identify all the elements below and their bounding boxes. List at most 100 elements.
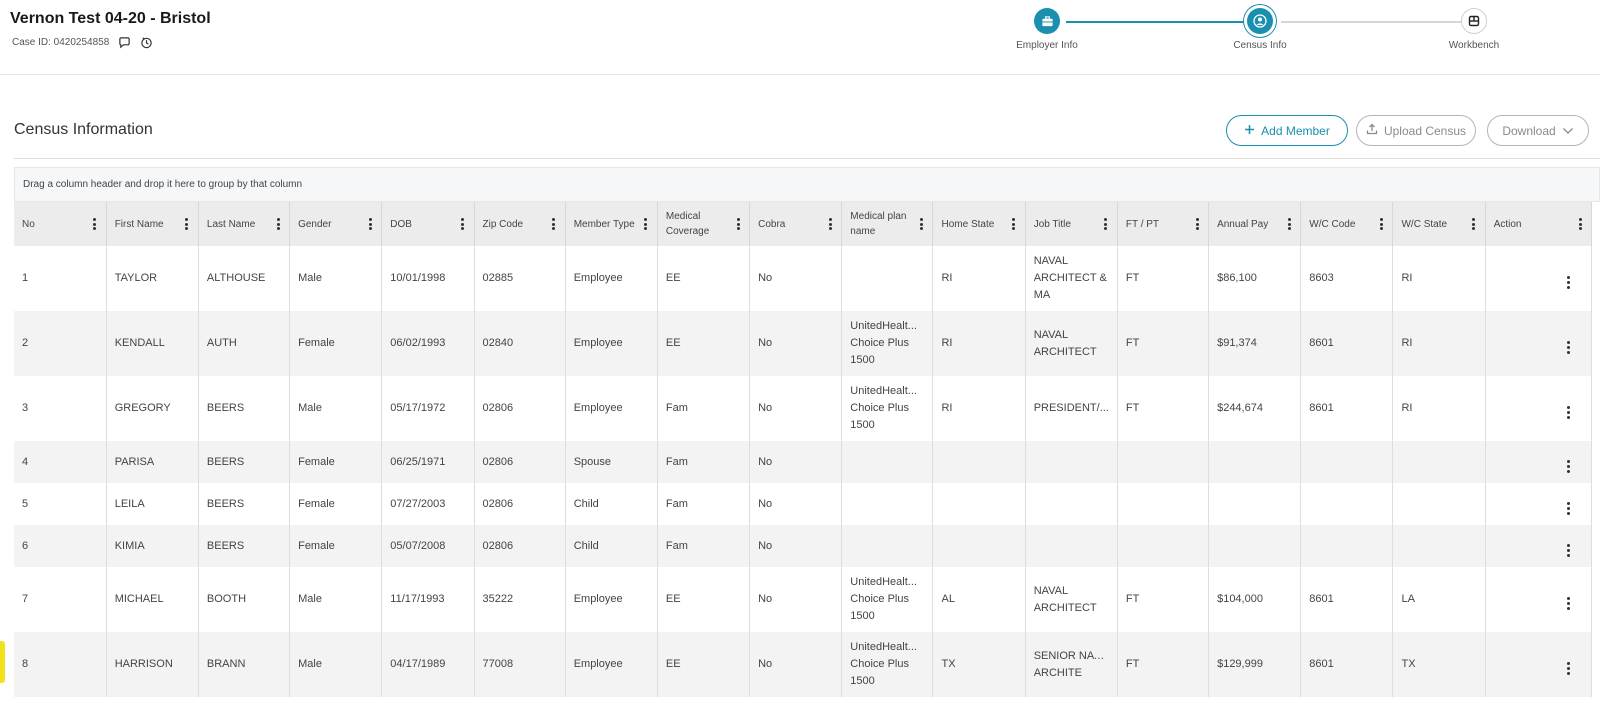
column-header-member-type[interactable]: Member Type [565, 202, 658, 246]
step-workbench[interactable]: Workbench [1424, 8, 1524, 51]
column-menu-icon[interactable] [918, 217, 924, 231]
column-menu-icon[interactable] [1577, 217, 1583, 231]
column-menu-icon[interactable] [1103, 217, 1109, 231]
cell-medical-coverage: Fam [657, 441, 751, 483]
cell-medical-plan-name-line: 1500 [850, 675, 875, 687]
row-actions-kebab-icon[interactable] [1566, 662, 1570, 675]
column-menu-icon[interactable] [1378, 217, 1384, 231]
cell-annual-pay: $104,000 [1208, 567, 1302, 632]
row-actions-kebab-icon[interactable] [1566, 597, 1570, 610]
cell-last-name: ALTHOUSE [198, 246, 291, 311]
cell-job-title-line: ARCHITECT [1033, 601, 1097, 614]
cell-job-title-line: NAVAL [1033, 584, 1069, 597]
column-menu-icon[interactable] [735, 217, 741, 231]
cell-wc-state: RI [1392, 311, 1486, 376]
column-menu-icon[interactable] [1194, 217, 1200, 231]
table-row[interactable]: 2 KENDALL AUTH Female 06/02/1993 02840 Employe… [14, 311, 1593, 376]
column-header-home-state[interactable]: Home State [932, 202, 1026, 246]
cell-job-title: PRESIDENT/... [1025, 376, 1118, 441]
cell-medical-plan-name-line: Choice Plus [850, 658, 909, 670]
table-row[interactable]: 8 HARRISON BRANN Male 04/17/1989 77008 Employe… [14, 632, 1593, 697]
table-row[interactable]: 6 KIMIA BEERS Female 05/07/2008 02806 Child Fam… [14, 525, 1593, 567]
column-header-label: Cobra [758, 218, 786, 230]
column-header-wc-state[interactable]: W/C State [1392, 202, 1486, 246]
add-member-label: Add Member [1261, 123, 1330, 138]
comment-icon[interactable] [117, 35, 131, 49]
column-menu-icon[interactable] [551, 217, 557, 231]
cell-last-name: BEERS [198, 441, 291, 483]
column-header-last-name[interactable]: Last Name [198, 202, 291, 246]
column-header-label: Job Title [1033, 218, 1071, 230]
step-employer-info[interactable]: Employer Info [997, 8, 1097, 51]
column-menu-icon[interactable] [184, 217, 190, 231]
column-header-ft-pt[interactable]: FT / PT [1117, 202, 1210, 246]
row-actions-kebab-icon[interactable] [1566, 543, 1570, 557]
table-row[interactable]: 7 MICHAEL BOOTH Male 11/17/1993 35222 Employee… [14, 567, 1593, 632]
column-header-wc-code[interactable]: W/C Code [1300, 202, 1394, 246]
cell-medical-plan-name [841, 483, 934, 525]
cell-medical-plan-name-line: 1500 [850, 354, 875, 366]
history-icon[interactable] [139, 35, 153, 49]
column-header-dob[interactable]: DOB [381, 202, 475, 246]
cell-action [1485, 246, 1593, 311]
column-menu-icon[interactable] [643, 217, 649, 231]
table-row[interactable]: 1 TAYLOR ALTHOUSE Male 10/01/1998 02885 Employ… [14, 246, 1593, 311]
column-menu-icon[interactable] [1286, 217, 1292, 231]
column-header-label: Medical plan name [850, 211, 907, 237]
cell-home-state [932, 483, 1026, 525]
row-actions-kebab-icon[interactable] [1566, 406, 1570, 419]
row-actions-kebab-icon[interactable] [1566, 459, 1570, 473]
column-header-zip-code[interactable]: Zip Code [474, 202, 566, 246]
step-label: Employer Info [1016, 40, 1078, 51]
column-header-job-title[interactable]: Job Title [1025, 202, 1118, 246]
column-header-gender[interactable]: Gender [289, 202, 383, 246]
column-menu-icon[interactable] [1011, 217, 1017, 231]
column-menu-icon[interactable] [460, 217, 466, 231]
cell-last-name: AUTH [198, 311, 291, 376]
cell-job-title-line: MA [1033, 289, 1051, 301]
cell-dob: 05/17/1972 [381, 376, 475, 441]
column-menu-icon[interactable] [367, 217, 373, 231]
cell-action [1485, 483, 1593, 525]
cell-cobra: No [749, 311, 843, 376]
column-header-no[interactable]: No [14, 202, 107, 246]
feedback-tab[interactable] [0, 641, 5, 683]
cell-no: 3 [14, 376, 107, 441]
column-header-cobra[interactable]: Cobra [749, 202, 843, 246]
cell-wc-state [1392, 441, 1486, 483]
census-grid: No First Name Last Name Gender DOB Zip C… [14, 202, 1593, 697]
column-header-medical-plan-name[interactable]: Medical plan name [841, 202, 934, 246]
table-row[interactable]: 4 PARISA BEERS Female 06/25/1971 02806 Spouse F… [14, 441, 1593, 483]
column-header-first-name[interactable]: First Name [106, 202, 199, 246]
upload-census-button[interactable]: Upload Census [1356, 115, 1476, 146]
column-menu-icon[interactable] [827, 217, 833, 231]
cell-zip-code: 02885 [474, 246, 566, 311]
row-actions-kebab-icon[interactable] [1566, 276, 1570, 289]
column-header-action[interactable]: Action [1485, 202, 1593, 246]
download-dropdown-button[interactable]: Download [1487, 115, 1589, 146]
row-actions-kebab-icon[interactable] [1566, 341, 1570, 354]
table-row[interactable]: 5 LEILA BEERS Female 07/27/2003 02806 Child Fam… [14, 483, 1593, 525]
cell-wc-code [1300, 483, 1394, 525]
workbench-icon [1461, 8, 1487, 34]
cell-job-title-line: NAVAL [1033, 255, 1069, 267]
add-member-button[interactable]: Add Member [1226, 115, 1348, 146]
cell-first-name: KENDALL [106, 311, 199, 376]
cell-action [1485, 632, 1593, 697]
column-header-medical-coverage[interactable]: Medical Coverage [657, 202, 751, 246]
table-row[interactable]: 3 GREGORY BEERS Male 05/17/1972 02806 Employee… [14, 376, 1593, 441]
cell-job-title-line: ARCHITECT & [1033, 272, 1107, 284]
column-header-label: Medical Coverage [665, 211, 710, 237]
group-by-drop-zone[interactable]: Drag a column header and drop it here to… [14, 167, 1600, 202]
column-header-annual-pay[interactable]: Annual Pay [1208, 202, 1302, 246]
column-menu-icon[interactable] [275, 217, 281, 231]
column-header-label: First Name [114, 218, 164, 230]
column-header-label: No [22, 218, 35, 230]
upload-icon [1366, 123, 1378, 138]
column-menu-icon[interactable] [1471, 217, 1477, 231]
column-menu-icon[interactable] [92, 217, 98, 231]
cell-gender: Female [289, 483, 383, 525]
row-actions-kebab-icon[interactable] [1566, 501, 1570, 515]
step-census-info[interactable]: Census Info [1210, 8, 1310, 51]
cell-action [1485, 441, 1593, 483]
